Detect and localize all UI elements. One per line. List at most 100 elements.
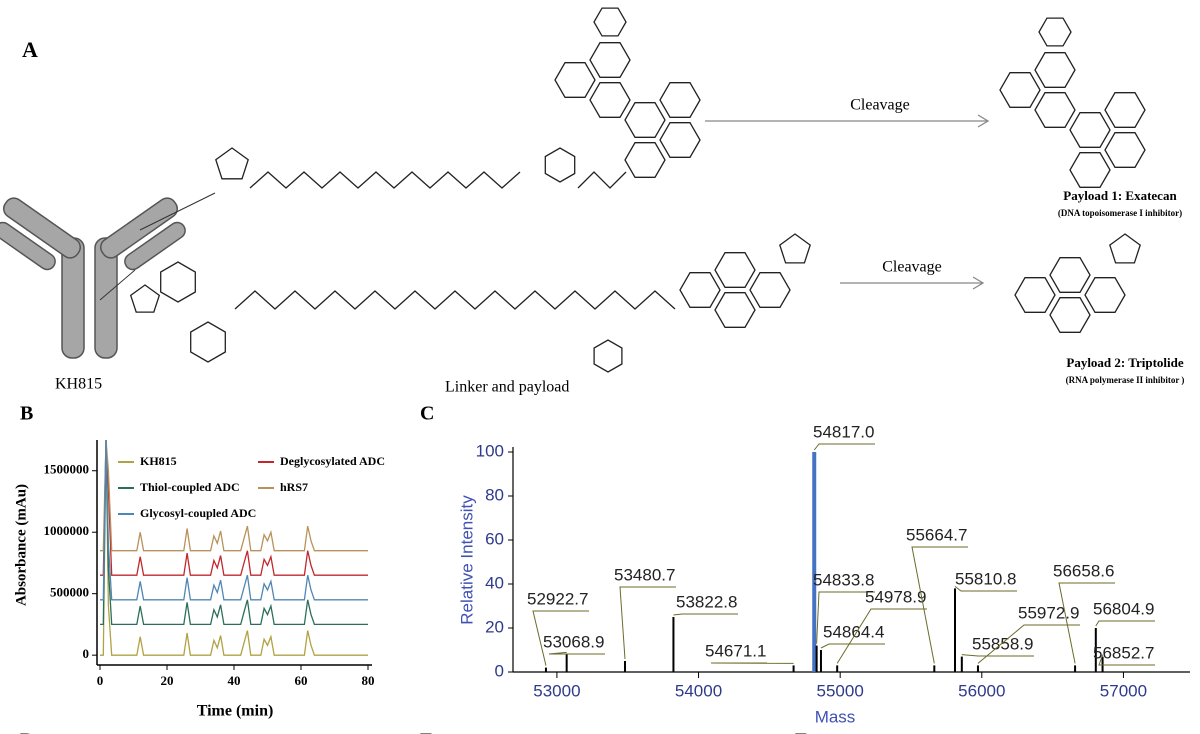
peak-label: 53480.7 — [614, 565, 675, 584]
legend-label: Glycosyl-coupled ADC — [140, 506, 256, 520]
plot-area — [100, 440, 368, 656]
ring — [1034, 92, 1076, 128]
x-tick-label: 60 — [295, 673, 308, 688]
ring — [1104, 132, 1146, 168]
x-tick-label: 54000 — [675, 681, 722, 700]
peak — [672, 617, 675, 672]
peak-label: 56852.7 — [1093, 643, 1154, 662]
x-tick-label: 57000 — [1100, 681, 1147, 700]
peak-label: 53068.9 — [543, 632, 604, 651]
chain — [249, 171, 521, 189]
linker-label: Linker and payload — [445, 379, 569, 396]
y-tick-label: 1000000 — [44, 523, 90, 538]
payload-note: (DNA topoisomerase I inhibitor) — [1058, 208, 1182, 218]
panel-label: C — [420, 403, 434, 425]
peak — [1074, 665, 1077, 672]
leader-line — [961, 654, 1034, 657]
antibody-label: KH815 — [55, 376, 102, 393]
legend-label: KH815 — [140, 454, 177, 468]
y-tick-label: 500000 — [50, 585, 89, 600]
peak-label: 53822.8 — [676, 592, 737, 611]
trace — [100, 440, 368, 601]
trace — [100, 440, 368, 552]
y-tick-label: 20 — [485, 617, 504, 636]
peak — [1101, 656, 1104, 672]
payload-name: Payload 1: Exatecan — [1063, 188, 1177, 203]
peak — [836, 665, 839, 672]
y-tick-label: 0 — [495, 661, 504, 680]
peak-label: 54833.8 — [813, 570, 874, 589]
peak-label: 55810.8 — [955, 569, 1016, 588]
ring — [1049, 297, 1091, 333]
peak — [960, 656, 963, 672]
peak-label: 56658.6 — [1053, 561, 1114, 580]
peak — [954, 588, 957, 672]
ring — [779, 233, 811, 264]
y-axis-label: Relative Intensity — [457, 495, 476, 625]
leader-line — [1058, 582, 1115, 664]
chain — [577, 171, 627, 189]
ring — [215, 147, 249, 180]
legend-label: hRS7 — [280, 480, 308, 494]
ring — [593, 339, 623, 373]
ring — [544, 147, 576, 183]
legend-label: Deglycosylated ADC — [280, 454, 385, 468]
peak — [565, 654, 568, 672]
ring — [1084, 277, 1126, 313]
x-tick-label: 40 — [228, 673, 241, 688]
ring — [1034, 52, 1076, 88]
ring — [1104, 92, 1146, 128]
y-axis-label: Absorbance (mAu) — [13, 484, 29, 606]
trace — [100, 440, 368, 576]
ring — [129, 284, 161, 313]
ring — [593, 7, 627, 37]
linker-bonds — [99, 192, 216, 301]
x-tick-label: 0 — [97, 673, 104, 688]
x-tick-label: 56000 — [958, 681, 1005, 700]
y-tick-label: 40 — [485, 573, 504, 592]
payload-note: (RNA polymerase II inhibitor ) — [1066, 375, 1185, 385]
panel-label: B — [20, 403, 33, 425]
peak-label: 54978.9 — [865, 587, 926, 606]
peak-label: 55664.7 — [906, 525, 967, 544]
ring — [1109, 233, 1141, 264]
x-axis-label: Mass — [815, 707, 856, 726]
ring — [624, 102, 666, 138]
x-tick-label: 80 — [362, 673, 375, 688]
peak — [792, 665, 795, 672]
peak — [933, 665, 936, 672]
peak-label: 54864.4 — [823, 622, 884, 641]
ring — [999, 72, 1041, 108]
y-tick-label: 80 — [485, 485, 504, 504]
arrow-label: Cleavage — [882, 259, 942, 276]
ring — [1049, 257, 1091, 293]
chemical-structures — [129, 7, 1146, 373]
peak — [1094, 628, 1097, 672]
leader-line — [977, 624, 1080, 664]
ring — [589, 42, 631, 78]
leader-line — [820, 643, 885, 649]
chromatogram: 0 500000 1000000 1500000 0 20 40 60 80 KH815 Degly… — [44, 440, 385, 688]
ring — [679, 272, 721, 308]
peak-label: 54671.1 — [705, 641, 766, 660]
ring — [554, 62, 596, 98]
leader-line — [532, 610, 589, 666]
leader-line — [548, 651, 605, 655]
ring — [749, 272, 791, 308]
x-tick-label: 55000 — [817, 681, 864, 700]
chain — [234, 290, 676, 310]
cleavage-arrows — [705, 114, 990, 290]
panel-label: F — [795, 730, 807, 734]
leader-line — [619, 586, 676, 660]
panel-label: E — [420, 730, 433, 734]
leader-line — [836, 608, 927, 664]
ring — [1038, 17, 1072, 47]
y-tick-label: 60 — [485, 529, 504, 548]
leader-line — [1098, 654, 1155, 666]
arrow-label: Cleavage — [850, 97, 910, 114]
ring — [160, 261, 196, 303]
peak-label: 56804.9 — [1093, 599, 1154, 618]
x-tick-label: 53000 — [533, 681, 580, 700]
